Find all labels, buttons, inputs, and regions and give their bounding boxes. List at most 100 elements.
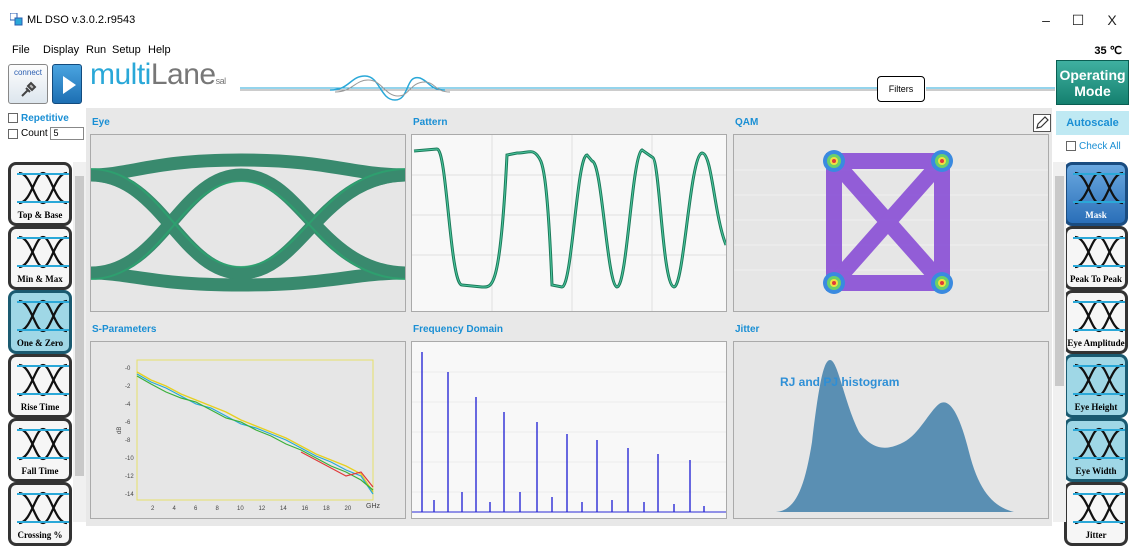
count-checkbox[interactable] xyxy=(8,128,18,139)
measure-label: Jitter xyxy=(1085,530,1107,540)
eye-measurement-icon xyxy=(1073,363,1125,397)
s-parameters-panel-title: S-Parameters xyxy=(92,324,157,335)
s-params-y-tick: -10 xyxy=(125,456,134,462)
eye-measurement-icon xyxy=(1073,491,1125,525)
s-params-x-tick: 12 xyxy=(259,506,266,512)
operating-mode-label-line1: Operating xyxy=(1059,67,1126,83)
eye-panel-title: Eye xyxy=(92,117,110,128)
connect-label: connect xyxy=(13,68,43,77)
eye-measurement-icon xyxy=(17,491,69,525)
count-stepper[interactable]: 5 xyxy=(50,127,85,140)
measure-label: Rise Time xyxy=(20,402,60,412)
title-bar: ML DSO v.3.0.2.r9543 – ☐ X xyxy=(0,0,1132,40)
measure-top-base-button[interactable]: Top & Base xyxy=(8,162,72,226)
measure-eye-amplitude-button[interactable]: Eye Amplitude xyxy=(1064,290,1128,354)
eye-measurement-icon xyxy=(17,363,69,397)
connect-button[interactable]: connect xyxy=(8,64,48,104)
measure-eye-height-button[interactable]: Eye Height xyxy=(1064,354,1128,418)
eye-measurement-icon xyxy=(1073,171,1125,205)
right-scrollbar[interactable] xyxy=(1053,162,1066,522)
app-icon xyxy=(10,13,23,26)
repetitive-checkbox[interactable] xyxy=(8,113,18,124)
qam-constellation-plot[interactable] xyxy=(733,134,1049,312)
s-params-y-label: dB xyxy=(117,427,123,434)
menu-bar: File Display Run Setup Help xyxy=(0,40,1132,60)
menu-file[interactable]: File xyxy=(12,44,30,56)
edit-icon[interactable] xyxy=(1033,114,1051,132)
s-params-x-tick: 2 xyxy=(151,506,155,512)
s-params-x-tick: 4 xyxy=(173,506,177,512)
repetitive-option[interactable]: Repetitive xyxy=(8,113,69,124)
temperature-readout: 35 ℃ xyxy=(1094,45,1122,57)
plug-icon xyxy=(21,81,37,97)
check-all-checkbox[interactable] xyxy=(1066,141,1076,152)
count-option: Count 5 xyxy=(8,127,85,140)
measure-label: Fall Time xyxy=(21,466,59,476)
eye-measurement-icon xyxy=(1073,235,1125,269)
measure-label: Eye Width xyxy=(1075,466,1117,476)
s-params-y-tick: -12 xyxy=(125,474,134,480)
frequency-domain-plot[interactable] xyxy=(411,341,727,519)
left-measurement-column: Repetitive Count 5 xyxy=(0,108,86,526)
measure-rise-time-button[interactable]: Rise Time xyxy=(8,354,72,418)
s-params-x-tick: 14 xyxy=(280,506,287,512)
run-button[interactable] xyxy=(52,64,82,104)
measure-label: One & Zero xyxy=(16,338,64,348)
measure-label: Eye Amplitude xyxy=(1067,338,1125,348)
s-params-y-tick: -0 xyxy=(125,366,131,372)
eye-measurement-icon xyxy=(17,171,69,205)
s-params-x-tick: 20 xyxy=(345,506,352,512)
jitter-panel-title: Jitter xyxy=(735,324,760,335)
eye-diagram-plot[interactable] xyxy=(90,134,406,312)
s-params-y-tick: -6 xyxy=(125,420,131,426)
eye-measurement-icon xyxy=(17,299,69,333)
menu-setup[interactable]: Setup xyxy=(112,44,141,56)
s-params-x-tick: 16 xyxy=(302,506,309,512)
filters-button[interactable]: Filters xyxy=(877,76,925,102)
measure-label: Crossing % xyxy=(17,530,63,540)
s-params-y-tick: -14 xyxy=(125,492,134,498)
s-params-x-tick: 8 xyxy=(216,506,220,512)
s-params-x-tick: 6 xyxy=(194,506,198,512)
pattern-panel-title: Pattern xyxy=(413,117,448,128)
eye-measurement-icon xyxy=(1073,299,1125,333)
measure-eye-width-button[interactable]: Eye Width xyxy=(1064,418,1128,482)
s-params-x-tick: 10 xyxy=(237,506,244,512)
window-title: ML DSO v.3.0.2.r9543 xyxy=(27,14,136,26)
s-params-y-tick: -2 xyxy=(125,384,131,390)
qam-panel-title: QAM xyxy=(735,117,759,128)
measure-label: Top & Base xyxy=(17,210,63,220)
operating-mode-button[interactable]: Operating Mode xyxy=(1056,60,1129,105)
menu-display[interactable]: Display xyxy=(43,44,80,56)
measure-label: Eye Height xyxy=(1074,402,1118,412)
eye-measurement-icon xyxy=(17,427,69,461)
check-all-option[interactable]: Check All xyxy=(1066,141,1121,152)
waveform-banner-icon xyxy=(240,75,1055,101)
measure-crossing-button[interactable]: Crossing % xyxy=(8,482,72,546)
s-params-x-tick: 18 xyxy=(323,506,330,512)
measure-label: Mask xyxy=(1085,210,1107,220)
s-params-x-unit: GHz xyxy=(366,503,381,510)
multilane-logo: multiLanesal xyxy=(90,58,226,91)
measure-jitter-button[interactable]: Jitter xyxy=(1064,482,1128,546)
eye-measurement-icon xyxy=(17,235,69,269)
s-parameters-plot[interactable]: -0 -2 -4 -6 -8 -10 -12 -14 2 4 6 8 10 12 14 16 18 20 dB … xyxy=(90,341,406,519)
measure-min-max-button[interactable]: Min & Max xyxy=(8,226,72,290)
close-button[interactable]: X xyxy=(1107,12,1117,28)
autoscale-button[interactable]: Autoscale xyxy=(1056,111,1129,135)
measure-one-zero-button[interactable]: One & Zero xyxy=(8,290,72,354)
menu-run[interactable]: Run xyxy=(86,44,107,56)
pattern-plot[interactable] xyxy=(411,134,727,312)
measure-peak-to-peak-button[interactable]: Peak To Peak xyxy=(1064,226,1128,290)
minimize-button[interactable]: – xyxy=(1042,12,1050,28)
left-scrollbar[interactable] xyxy=(73,162,86,522)
measure-mask-button[interactable]: Mask xyxy=(1064,162,1128,226)
maximize-button[interactable]: ☐ xyxy=(1071,12,1085,28)
operating-mode-label-line2: Mode xyxy=(1074,83,1111,99)
s-params-y-tick: -8 xyxy=(125,438,131,444)
measure-label: Min & Max xyxy=(17,274,63,284)
menu-help[interactable]: Help xyxy=(148,44,171,56)
jitter-histogram-plot[interactable] xyxy=(733,341,1049,519)
measure-label: Peak To Peak xyxy=(1069,274,1122,284)
measure-fall-time-button[interactable]: Fall Time xyxy=(8,418,72,482)
